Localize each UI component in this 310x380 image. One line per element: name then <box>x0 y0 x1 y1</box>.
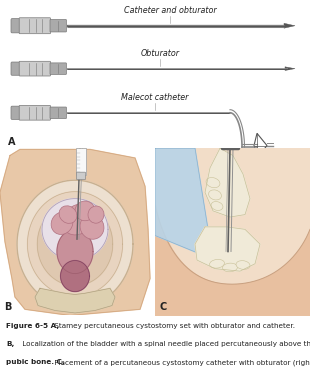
FancyBboxPatch shape <box>11 62 20 75</box>
Polygon shape <box>285 67 295 70</box>
Polygon shape <box>42 199 108 260</box>
FancyBboxPatch shape <box>50 19 66 32</box>
Ellipse shape <box>62 204 94 235</box>
Text: Malecot catheter: Malecot catheter <box>121 93 189 102</box>
FancyBboxPatch shape <box>50 107 66 119</box>
FancyBboxPatch shape <box>11 19 20 33</box>
Text: C: C <box>159 302 166 312</box>
Ellipse shape <box>88 206 104 223</box>
Polygon shape <box>284 23 295 28</box>
Polygon shape <box>35 288 115 313</box>
FancyBboxPatch shape <box>19 61 51 76</box>
Text: Placement of a percutaneous cystostomy catheter with obturator (right).: Placement of a percutaneous cystostomy c… <box>52 359 310 366</box>
Ellipse shape <box>223 263 237 272</box>
Text: B,: B, <box>6 341 15 347</box>
Ellipse shape <box>210 260 224 268</box>
Polygon shape <box>205 148 250 217</box>
FancyBboxPatch shape <box>19 105 51 120</box>
Ellipse shape <box>206 177 220 188</box>
Polygon shape <box>37 203 113 286</box>
Polygon shape <box>0 149 150 315</box>
FancyBboxPatch shape <box>77 172 86 180</box>
Text: Obturator: Obturator <box>140 49 179 58</box>
FancyBboxPatch shape <box>19 18 51 34</box>
Ellipse shape <box>51 212 73 234</box>
Polygon shape <box>60 261 89 291</box>
Text: Figure 6-5 A,: Figure 6-5 A, <box>6 323 59 329</box>
FancyBboxPatch shape <box>11 106 20 119</box>
Text: pubic bone. C,: pubic bone. C, <box>6 359 65 365</box>
Ellipse shape <box>211 201 223 211</box>
Polygon shape <box>57 230 93 274</box>
Text: A: A <box>8 137 16 147</box>
FancyBboxPatch shape <box>50 63 66 74</box>
Ellipse shape <box>209 190 221 200</box>
Ellipse shape <box>75 201 95 221</box>
Ellipse shape <box>236 261 250 269</box>
Ellipse shape <box>80 214 104 239</box>
Polygon shape <box>17 180 133 308</box>
Polygon shape <box>155 148 210 254</box>
Ellipse shape <box>59 206 77 223</box>
Text: Catheter and obturator: Catheter and obturator <box>124 6 216 15</box>
Polygon shape <box>195 227 260 271</box>
Polygon shape <box>28 192 122 296</box>
Text: Stamey percutaneous cystostomy set with obturator and catheter.: Stamey percutaneous cystostomy set with … <box>52 323 295 329</box>
Polygon shape <box>155 148 310 309</box>
Text: B: B <box>4 302 11 312</box>
Text: Localization of the bladder with a spinal needle placed percutaneously above the: Localization of the bladder with a spina… <box>20 341 310 347</box>
FancyBboxPatch shape <box>76 148 86 175</box>
